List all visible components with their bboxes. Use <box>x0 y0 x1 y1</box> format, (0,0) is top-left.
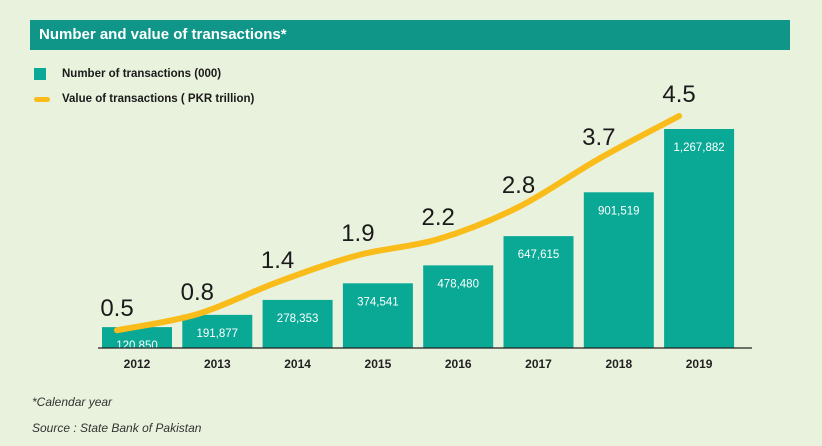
legend-item-bar: Number of transactions (000) <box>34 66 221 82</box>
x-tick-2016: 2016 <box>445 357 472 371</box>
legend-bar-swatch <box>34 68 46 80</box>
line-label-2018: 3.7 <box>582 124 615 151</box>
bar-label-2013: 191,877 <box>197 328 239 340</box>
source-note: Source : State Bank of Pakistan <box>32 421 202 435</box>
footnote: *Calendar year <box>32 395 113 409</box>
bar-label-2018: 901,519 <box>598 205 640 217</box>
legend-item-line: Value of transactions ( PKR trillion) <box>34 91 254 107</box>
line-label-2019: 4.5 <box>662 81 695 108</box>
legend-bar-label: Number of transactions (000) <box>62 68 222 80</box>
x-tick-2019: 2019 <box>686 357 713 371</box>
x-tick-2012: 2012 <box>124 357 151 371</box>
legend-line-label: Value of transactions ( PKR trillion) <box>62 93 255 105</box>
bar-label-2017: 647,615 <box>518 249 560 261</box>
line-label-2012: 0.5 <box>100 295 133 322</box>
line-label-2015: 1.9 <box>341 220 374 247</box>
bar-label-2015: 374,541 <box>357 296 399 308</box>
line-label-2013: 0.8 <box>181 279 214 306</box>
line-label-2014: 1.4 <box>261 247 294 274</box>
x-tick-2015: 2015 <box>365 357 392 371</box>
bar-2016 <box>423 265 494 348</box>
x-tick-2018: 2018 <box>605 357 632 371</box>
x-tick-2014: 2014 <box>284 357 311 371</box>
x-tick-2013: 2013 <box>204 357 231 371</box>
line-label-2016: 2.2 <box>422 204 455 231</box>
bar-2015 <box>342 283 413 348</box>
bar-2013 <box>182 314 253 348</box>
bar-label-2012: 120,850 <box>116 340 158 352</box>
chart-title: Number and value of transactions* <box>39 26 287 43</box>
bar-2014 <box>262 299 333 348</box>
bar-label-2019: 1,267,882 <box>674 142 725 154</box>
x-tick-2017: 2017 <box>525 357 552 371</box>
bar-2018 <box>583 192 654 348</box>
value-line <box>114 113 683 334</box>
line-label-2017: 2.8 <box>502 172 535 199</box>
bar-2017 <box>503 236 574 348</box>
legend-line-swatch <box>34 96 50 102</box>
bar-label-2016: 478,480 <box>437 278 479 290</box>
bar-label-2014: 278,353 <box>277 313 319 325</box>
chart-title-bar: Number and value of transactions* <box>30 20 790 50</box>
bar-2019 <box>664 129 735 348</box>
